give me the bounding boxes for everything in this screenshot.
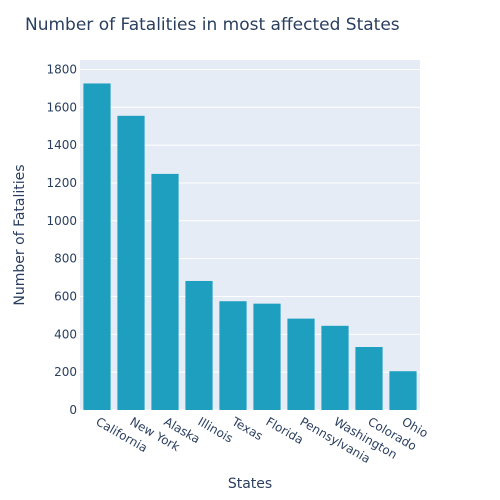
y-axis-title: Number of Fatalities: [12, 164, 28, 305]
bar-texas: [219, 301, 247, 410]
y-tick-label: 1200: [46, 176, 77, 190]
y-tick-label: 200: [54, 365, 77, 379]
y-tick-label: 600: [54, 289, 77, 303]
y-axis-ticks: 0 200 400 600 800 1000 1200 1400 1600 1800: [46, 62, 77, 417]
bar-pennsylvania: [287, 318, 315, 410]
y-tick-label: 400: [54, 327, 77, 341]
y-tick-label: 1400: [46, 138, 77, 152]
bar-florida: [253, 303, 281, 410]
y-tick-label: 1600: [46, 100, 77, 114]
bars: [83, 83, 417, 410]
x-axis-title: States: [228, 476, 272, 492]
y-tick-label: 800: [54, 252, 77, 266]
bar-washington: [321, 325, 349, 410]
bar-colorado: [355, 347, 383, 410]
y-tick-label: 1800: [46, 62, 77, 76]
bar-illinois: [185, 280, 213, 410]
bar-new-york: [117, 115, 145, 410]
y-tick-label: 1000: [46, 214, 77, 228]
bar-alaska: [151, 173, 179, 410]
y-tick-label: 0: [69, 403, 77, 417]
bar-ohio: [389, 371, 417, 410]
chart-title: Number of Fatalities in most affected St…: [25, 15, 400, 35]
bar-california: [83, 83, 111, 410]
